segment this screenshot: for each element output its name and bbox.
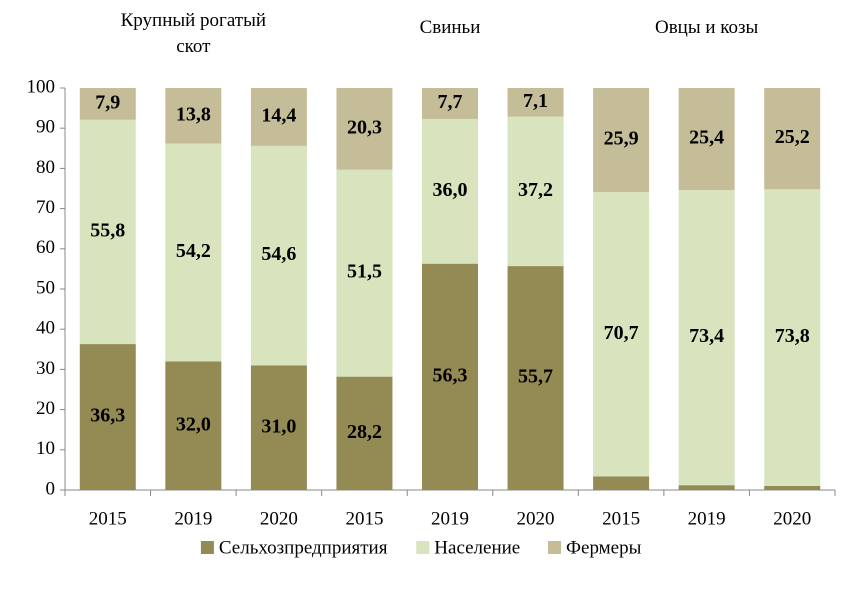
bar-segment bbox=[593, 192, 650, 477]
bar-segment bbox=[79, 119, 136, 345]
bar-segment bbox=[336, 376, 393, 490]
legend-label: Фермеры bbox=[566, 537, 642, 558]
legend-label: Сельхозпредприятия bbox=[219, 537, 388, 558]
bar-segment bbox=[250, 145, 307, 366]
data-label: 36,3 bbox=[90, 405, 125, 427]
bar-segment bbox=[593, 476, 650, 490]
x-tick-label: 2015 bbox=[602, 508, 640, 529]
data-label: 20,3 bbox=[347, 116, 382, 138]
y-tick-label: 60 bbox=[36, 237, 55, 258]
data-label: 28,2 bbox=[347, 421, 382, 443]
bar-segment bbox=[336, 88, 393, 170]
data-label: 25,9 bbox=[604, 128, 639, 150]
x-tick-label: 2015 bbox=[345, 508, 383, 529]
data-label: 55,8 bbox=[90, 220, 125, 242]
data-label: 25,2 bbox=[775, 126, 810, 148]
group-label: Овцы и козы bbox=[654, 17, 759, 38]
bar-segment bbox=[764, 88, 821, 190]
bar-segment bbox=[422, 88, 478, 119]
data-label: 70,7 bbox=[604, 322, 639, 344]
x-tick-label: 2020 bbox=[260, 508, 298, 529]
bar-segment bbox=[79, 88, 136, 120]
bar-segment bbox=[422, 263, 478, 490]
y-tick-label: 40 bbox=[36, 318, 55, 339]
data-label: 36,0 bbox=[433, 179, 468, 201]
y-tick-label: 50 bbox=[36, 277, 55, 298]
data-label: 54,2 bbox=[176, 240, 211, 262]
legend-swatch bbox=[200, 541, 214, 554]
legend-swatch bbox=[548, 541, 561, 554]
bar-segment bbox=[507, 88, 564, 117]
y-tick-label: 80 bbox=[36, 157, 55, 178]
y-tick-label: 20 bbox=[36, 398, 55, 419]
data-label: 13,8 bbox=[176, 103, 211, 125]
y-tick-label: 100 bbox=[27, 76, 56, 97]
bar-segment bbox=[678, 485, 735, 490]
bar-segment bbox=[250, 88, 307, 146]
data-label: 73,8 bbox=[775, 325, 810, 347]
bar-segment bbox=[678, 190, 735, 486]
bar-segment bbox=[250, 365, 307, 490]
legend-swatch bbox=[416, 541, 430, 554]
bar-segment bbox=[764, 485, 821, 490]
y-tick-label: 70 bbox=[36, 197, 55, 218]
bar-segment bbox=[678, 88, 735, 191]
y-tick-label: 10 bbox=[36, 438, 55, 459]
bar-segment bbox=[593, 88, 650, 193]
data-label: 73,4 bbox=[689, 325, 724, 347]
data-label: 55,7 bbox=[518, 366, 553, 388]
x-tick-label: 2019 bbox=[688, 508, 726, 529]
data-label: 7,7 bbox=[438, 91, 463, 113]
x-tick-label: 2019 bbox=[431, 508, 469, 529]
bar-segment bbox=[165, 361, 222, 490]
x-tick-label: 2020 bbox=[773, 508, 811, 529]
data-label: 14,4 bbox=[261, 105, 296, 127]
bar-segment bbox=[422, 118, 478, 264]
data-label: 51,5 bbox=[347, 261, 382, 283]
y-tick-label: 30 bbox=[36, 358, 55, 379]
data-label: 31,0 bbox=[261, 415, 296, 437]
bar-segment bbox=[165, 88, 222, 144]
data-label: 54,6 bbox=[261, 243, 296, 265]
x-tick-label: 2015 bbox=[89, 508, 127, 529]
legend-label: Население bbox=[434, 537, 520, 558]
data-label: 37,2 bbox=[518, 179, 553, 201]
bar-segment bbox=[165, 143, 222, 362]
group-label: Свиньи bbox=[419, 17, 481, 38]
y-tick-label: 90 bbox=[36, 117, 55, 138]
bar-segment bbox=[507, 266, 564, 490]
data-label: 7,1 bbox=[523, 90, 548, 112]
data-label: 32,0 bbox=[176, 413, 211, 435]
bar-segment bbox=[764, 189, 821, 486]
bar-segment bbox=[507, 116, 564, 267]
bar-segment bbox=[336, 169, 393, 377]
data-label: 25,4 bbox=[689, 127, 724, 149]
bar-segment bbox=[79, 344, 136, 490]
x-tick-label: 2020 bbox=[517, 508, 555, 529]
y-tick-label: 0 bbox=[46, 478, 56, 499]
data-label: 7,9 bbox=[95, 91, 120, 113]
group-label: Крупный рогатый скот bbox=[120, 10, 267, 57]
data-label: 56,3 bbox=[433, 364, 468, 386]
x-tick-label: 2019 bbox=[174, 508, 212, 529]
